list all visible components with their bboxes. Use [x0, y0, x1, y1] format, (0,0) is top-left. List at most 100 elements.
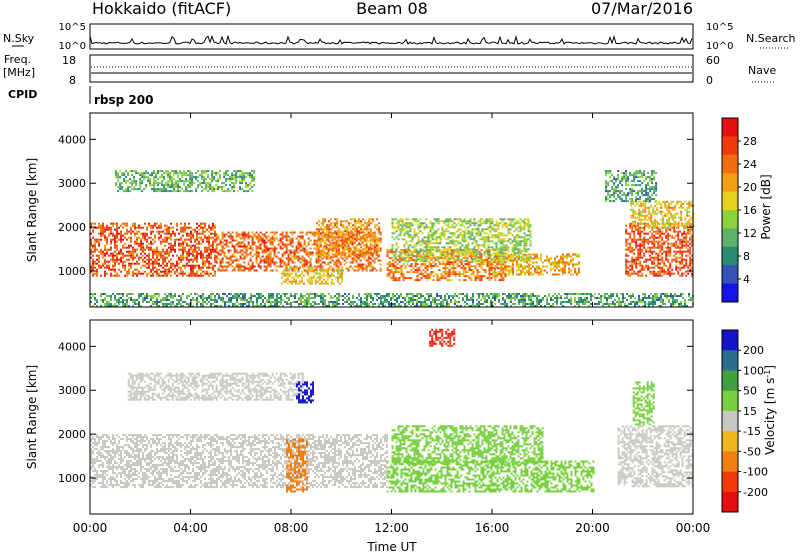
data-cell	[326, 226, 329, 229]
data-cell	[199, 182, 202, 185]
data-cell	[685, 232, 688, 235]
data-cell	[147, 176, 150, 179]
data-cell	[174, 238, 176, 241]
data-cell	[629, 250, 632, 253]
data-cell	[679, 274, 682, 277]
data-cell	[131, 174, 134, 177]
data-cell	[316, 246, 319, 249]
data-cell	[478, 275, 481, 278]
date-label: 07/Mar/2016	[591, 0, 693, 18]
data-cell	[314, 282, 317, 285]
noise-panel	[89, 23, 694, 50]
data-cell	[462, 269, 465, 272]
data-cell	[638, 212, 641, 215]
data-cell	[638, 216, 641, 219]
data-cell	[399, 220, 402, 223]
data-cell	[663, 262, 666, 265]
data-cell	[170, 244, 172, 247]
data-cell	[645, 232, 648, 235]
data-cell	[188, 274, 190, 277]
data-cell	[239, 245, 242, 248]
data-cell	[508, 259, 510, 262]
data-cell	[663, 250, 666, 253]
data-cell	[150, 262, 152, 265]
data-cell	[340, 280, 343, 283]
data-cell	[150, 224, 152, 227]
data-cell	[120, 250, 122, 253]
data-cell	[499, 258, 502, 261]
data-cell	[426, 279, 429, 282]
data-cell	[450, 261, 453, 264]
data-cell	[208, 262, 210, 265]
data-cell	[223, 176, 226, 179]
data-cell	[435, 256, 438, 259]
data-cell	[649, 248, 652, 251]
data-cell	[477, 230, 480, 233]
data-cell	[124, 224, 126, 227]
data-cell	[320, 240, 323, 243]
data-cell	[483, 240, 486, 243]
data-cell	[461, 244, 464, 247]
data-cell	[507, 224, 510, 227]
data-cell	[164, 232, 166, 235]
data-cell	[341, 257, 344, 260]
data-cell	[149, 184, 152, 187]
data-cell	[191, 190, 194, 193]
data-cell	[496, 255, 498, 258]
data-cell	[649, 270, 652, 273]
data-cell	[328, 226, 331, 229]
data-cell	[474, 265, 477, 268]
data-cell	[299, 235, 302, 238]
data-cell	[247, 190, 250, 193]
data-cell	[421, 238, 424, 241]
data-cell	[453, 244, 456, 247]
data-cell	[465, 232, 468, 235]
data-cell	[198, 232, 200, 235]
data-cell	[362, 236, 365, 239]
data-cell	[375, 245, 378, 248]
data-cell	[187, 174, 190, 177]
data-cell	[233, 247, 236, 250]
data-cell	[552, 267, 554, 270]
data-cell	[217, 257, 220, 260]
data-cell	[474, 275, 477, 278]
data-cell	[463, 232, 466, 235]
data-cell	[498, 267, 500, 270]
data-cell	[362, 252, 365, 255]
data-cell	[180, 248, 182, 251]
data-cell	[214, 230, 216, 233]
data-cell	[221, 245, 224, 248]
data-cell	[245, 247, 248, 250]
data-cell	[174, 232, 176, 235]
data-cell	[296, 274, 299, 277]
data-cell	[151, 172, 154, 175]
data-cell	[473, 218, 476, 221]
data-cell	[148, 254, 150, 257]
data-cell	[647, 266, 650, 269]
data-cell	[448, 273, 451, 276]
data-cell	[627, 238, 630, 241]
data-cell	[295, 251, 298, 254]
data-cell	[432, 265, 435, 268]
data-cell	[489, 236, 492, 239]
data-cell	[677, 246, 680, 249]
data-cell	[655, 274, 658, 277]
freq-label-2: [MHz]	[3, 66, 35, 79]
data-cell	[346, 256, 349, 259]
data-cell	[482, 269, 485, 272]
data-cell	[513, 222, 516, 225]
data-cell	[306, 268, 309, 271]
data-cell	[215, 180, 218, 183]
data-cell	[365, 233, 368, 236]
data-cell	[413, 250, 416, 253]
data-cell	[182, 272, 184, 275]
data-cell	[120, 248, 122, 251]
data-cell	[442, 257, 445, 260]
data-cell	[212, 240, 214, 243]
data-cell	[156, 230, 158, 233]
data-cell	[194, 266, 196, 269]
data-cell	[631, 258, 634, 261]
data-cell	[509, 220, 512, 223]
data-cell	[142, 236, 144, 239]
data-cell	[453, 226, 456, 229]
